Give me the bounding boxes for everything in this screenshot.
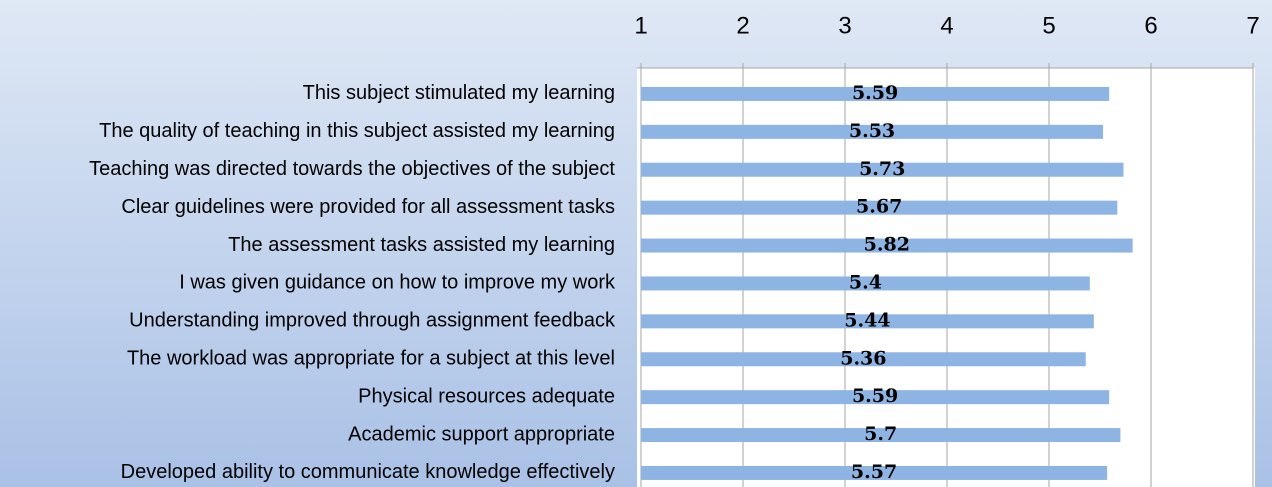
data-label: 5.36 [840, 347, 886, 369]
data-label: 5.57 [851, 461, 897, 483]
bar [641, 200, 1118, 215]
x-tick-label: 3 [838, 12, 851, 39]
y-tick-label: This subject stimulated my learning [303, 82, 615, 104]
y-tick-label: Academic support appropriate [348, 423, 615, 445]
bar [641, 86, 1110, 101]
bar [641, 465, 1108, 480]
x-tick-label: 5 [1042, 12, 1055, 39]
data-label: 5.82 [864, 234, 910, 256]
y-tick-label: Developed ability to communicate knowled… [121, 461, 615, 483]
data-label: 5.59 [852, 82, 898, 104]
data-label: 5.73 [859, 158, 905, 180]
bar [641, 162, 1124, 177]
x-tick-label: 7 [1246, 12, 1259, 39]
data-label: 5.67 [856, 196, 902, 218]
y-tick-label: Clear guidelines were provided for all a… [121, 196, 615, 218]
x-tick-label: 1 [634, 12, 647, 39]
bar [641, 428, 1121, 443]
y-tick-label: The quality of teaching in this subject … [99, 120, 615, 142]
bar [641, 124, 1104, 139]
data-label: 5.44 [844, 309, 890, 331]
y-tick-label: The workload was appropriate for a subje… [127, 348, 615, 370]
bar [641, 238, 1133, 253]
y-tick-label: Understanding improved through assignmen… [129, 310, 616, 332]
bar [641, 314, 1094, 329]
data-label: 5.4 [849, 271, 882, 293]
x-tick-label: 2 [736, 12, 749, 39]
y-tick-label: Physical resources adequate [358, 385, 615, 407]
y-tick-label: Teaching was directed towards the object… [89, 158, 615, 180]
bar [641, 352, 1086, 367]
bar [641, 390, 1110, 405]
data-label: 5.59 [852, 385, 898, 407]
bar [641, 276, 1090, 291]
y-tick-label: I was given guidance on how to improve m… [179, 272, 616, 294]
x-tick-label: 6 [1144, 12, 1157, 39]
data-label: 5.7 [864, 423, 897, 445]
y-tick-label: The assessment tasks assisted my learnin… [228, 234, 615, 256]
data-label: 5.53 [849, 120, 895, 142]
x-tick-label: 4 [940, 12, 953, 39]
